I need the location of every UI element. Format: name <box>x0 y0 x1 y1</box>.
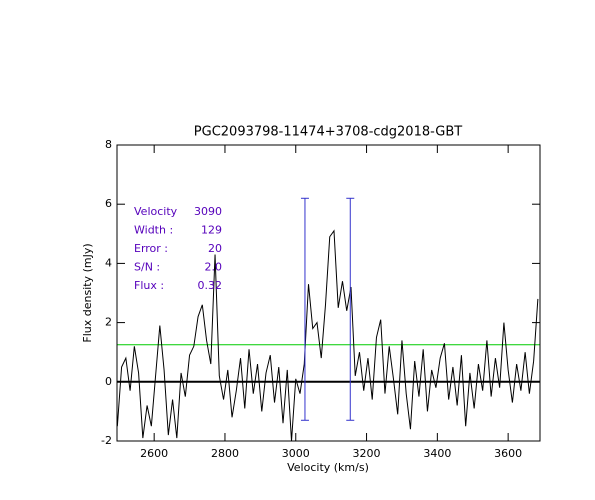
x-tick-label: 2800 <box>211 447 239 460</box>
y-tick-label: -2 <box>101 434 112 447</box>
y-axis-label: Flux density (mJy) <box>81 243 94 342</box>
y-tick-label: 6 <box>105 197 112 210</box>
annotation-label: Width : <box>134 224 173 237</box>
plot-frame <box>116 144 541 442</box>
x-tick-label: 3200 <box>353 447 381 460</box>
annotation-value: 129 <box>201 224 222 237</box>
x-tick-label: 2600 <box>140 447 168 460</box>
annotation-value: 3090 <box>194 205 222 218</box>
annotation-value: 2.0 <box>205 261 223 274</box>
x-tick-label: 3600 <box>494 447 522 460</box>
x-tick-label: 3000 <box>282 447 310 460</box>
annotation-label: Error : <box>134 242 168 255</box>
y-tick-label: 4 <box>105 256 112 269</box>
y-tick-label: 0 <box>105 375 112 388</box>
annotation-label: S/N : <box>134 261 160 274</box>
annotation-value: 20 <box>208 242 222 255</box>
annotation-value: 0.32 <box>198 279 223 292</box>
annotation-label: Velocity <box>134 205 178 218</box>
annotation-label: Flux : <box>134 279 164 292</box>
y-tick-label: 2 <box>105 316 112 329</box>
x-axis-label: Velocity (km/s) <box>287 461 369 474</box>
spectrum-line <box>117 229 539 441</box>
x-tick-label: 3400 <box>423 447 451 460</box>
y-tick-label: 8 <box>105 138 112 151</box>
chart-title: PGC2093798-11474+3708-cdg2018-GBT <box>194 125 462 140</box>
